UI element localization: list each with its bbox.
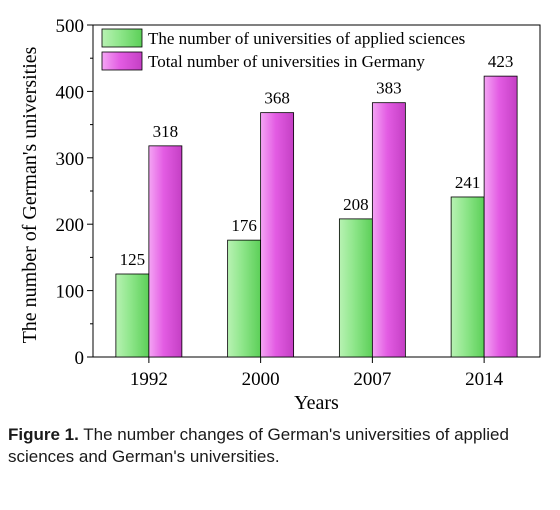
data-label: 241 [455,173,481,192]
data-label: 383 [376,79,402,98]
data-label: 176 [231,216,257,235]
bar-applied-sciences-2000 [227,239,262,358]
caption-label: Figure 1. [8,425,79,444]
axes: 0 100 200 300 400 500 The number of German's u… [19,16,541,414]
data-label: 125 [120,250,146,269]
legend-label: Total number of universities in Germany [148,52,425,71]
legend-swatch [101,28,143,48]
y-tick-label: 500 [56,16,85,37]
figure-caption: Figure 1. The number changes of German's… [8,424,548,468]
bar-total-2000 [260,112,295,358]
x-tick-label: 2007 [353,369,391,390]
y-tick-label: 0 [75,348,85,369]
y-tick-label: 100 [56,282,85,303]
bar-total-2007 [371,102,406,358]
y-tick-label: 300 [56,149,85,170]
legend: The number of universities of applied sc… [101,28,465,71]
legend-swatch [101,51,143,71]
data-label: 208 [343,195,369,214]
y-tick-label: 200 [56,215,85,236]
bar-applied-sciences-2007 [338,218,373,358]
x-axis-label: Years [294,392,339,414]
bar-applied-sciences-2014 [450,196,485,358]
caption-text: The number changes of German's universit… [8,425,509,466]
bar-chart: 0 100 200 300 400 500 The number of German's u… [19,16,541,414]
data-label: 423 [488,52,514,71]
bar-applied-sciences-1992 [115,273,150,358]
bars [115,75,518,358]
data-label: 368 [264,89,290,108]
legend-label: The number of universities of applied sc… [148,29,465,48]
data-label: 318 [153,122,179,141]
bar-total-1992 [148,145,183,358]
y-axis-label: The number of German's universities [19,46,41,343]
bar-total-2014 [483,75,518,358]
data-labels: 125 318 176 368 208 383 241 423 [120,52,514,269]
y-tick-label: 400 [56,82,85,103]
x-tick-label: 2000 [242,369,280,390]
x-tick-label: 2014 [465,369,504,390]
x-tick-label: 1992 [130,369,168,390]
